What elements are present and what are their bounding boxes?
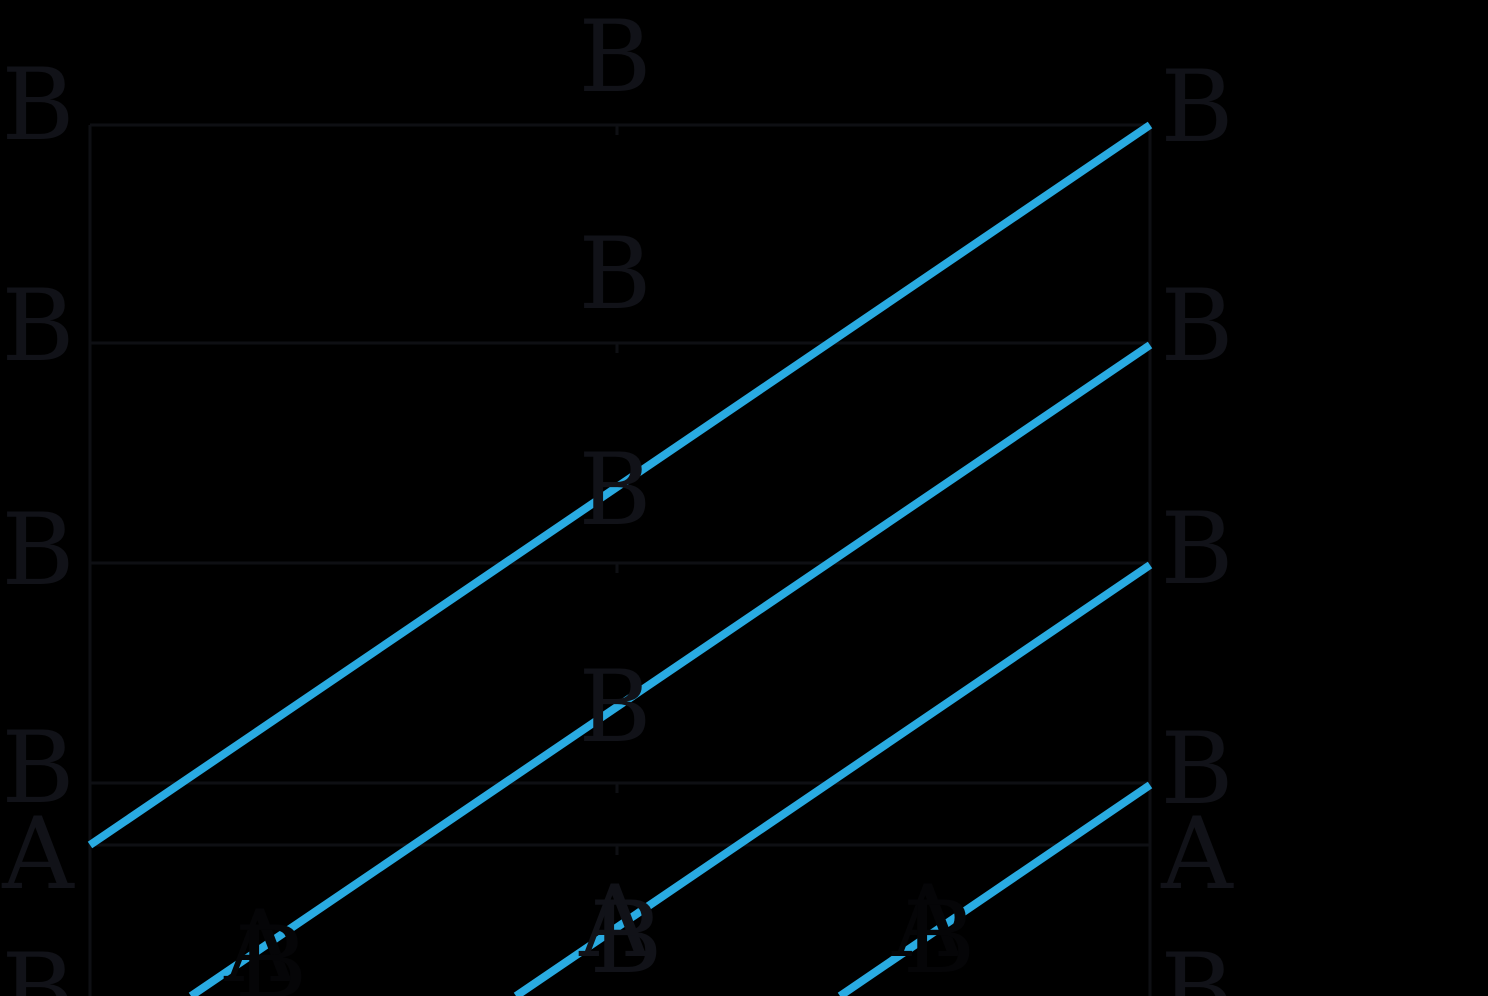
vertex-label-center: B bbox=[579, 217, 652, 332]
vertex-label-center: A bbox=[578, 865, 652, 980]
vertex-label-right: B bbox=[1161, 712, 1234, 827]
vertex-label-left: B bbox=[2, 48, 75, 163]
hidden-vertex-label: B bbox=[903, 881, 976, 996]
vertex-label-left: B bbox=[2, 493, 75, 608]
vertex-label-left: B bbox=[2, 269, 75, 384]
vertex-label-center: B bbox=[590, 881, 663, 996]
vertex-label-right: B bbox=[1161, 50, 1234, 165]
hidden-vertex-label: A bbox=[223, 890, 297, 996]
vertex-label-center: B bbox=[579, 0, 652, 115]
hidden-vertex-label: B bbox=[235, 906, 308, 996]
vertex-label-right: B bbox=[1161, 492, 1234, 607]
hidden-vertex-label: A bbox=[891, 865, 965, 980]
vertex-label-left: B bbox=[2, 933, 75, 996]
vertex-label-right: B bbox=[1161, 269, 1234, 384]
vertex-label-center: B bbox=[579, 433, 652, 548]
torus-line-segment bbox=[188, 341, 1153, 996]
vertex-label-right: A bbox=[1160, 797, 1234, 912]
vertex-label-left: B bbox=[2, 711, 75, 826]
torus-line-segment bbox=[87, 121, 1153, 849]
torus-line-segment bbox=[513, 561, 1153, 996]
vertex-label-center: B bbox=[579, 650, 652, 765]
torus-line-segment bbox=[837, 781, 1153, 996]
vertex-label-left: A bbox=[1, 797, 75, 912]
vertex-label-right: B bbox=[1161, 933, 1234, 996]
